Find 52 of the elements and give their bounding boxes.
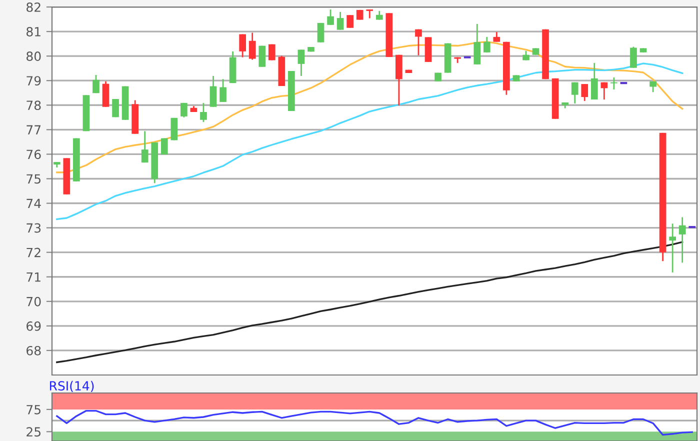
candlestick: [483, 36, 490, 54]
y-tick-label: 69: [26, 321, 41, 331]
candlestick: [239, 34, 246, 58]
candlestick: [112, 98, 119, 118]
candlestick: [258, 45, 266, 68]
candlestick: [669, 222, 676, 274]
y-tick-label: 79: [26, 76, 41, 86]
candlestick: [210, 75, 217, 108]
candlestick: [92, 74, 100, 94]
line-series: [56, 241, 684, 364]
candlestick: [346, 14, 354, 29]
candlestick: [336, 11, 344, 31]
candlestick: [600, 82, 608, 100]
y-tick-label: 71: [26, 272, 40, 282]
candlestick: [220, 78, 226, 103]
y-tick-label: 81: [26, 27, 40, 36]
chart-title: RSI(14): [50, 380, 94, 392]
candlestick: [200, 102, 207, 123]
line-series: [56, 41, 684, 174]
candlestick: [317, 22, 324, 44]
candlestick: [160, 138, 168, 156]
y-tick-label: 76: [26, 150, 41, 160]
candlestick: [590, 62, 598, 100]
y-tick-label: 72: [26, 248, 40, 258]
y-tick-label: 70: [26, 296, 41, 306]
candlestick: [366, 8, 374, 19]
y-tick-label: 25: [26, 427, 40, 437]
y-tick-label: 74: [26, 198, 41, 208]
line-series: [56, 62, 684, 220]
candlestick: [298, 48, 305, 77]
candlestick: [415, 28, 422, 56]
candlestick: [493, 31, 500, 43]
y-tick-label: 77: [26, 125, 41, 134]
line-series: [56, 410, 693, 436]
y-tick-label: 75: [26, 174, 40, 184]
candlestick: [581, 83, 588, 102]
candlestick: [102, 80, 110, 108]
candlestick: [327, 8, 334, 26]
candlestick: [474, 23, 481, 66]
candlestick: [180, 102, 188, 118]
y-tick-label: 82: [26, 2, 40, 12]
y-tick-label: 73: [26, 223, 41, 233]
y-tick-label: 78: [26, 100, 41, 110]
candlestick: [678, 216, 686, 264]
y-tick-label: 80: [26, 52, 41, 61]
candlestick: [571, 82, 578, 104]
candlestick: [141, 130, 148, 164]
candlestick: [610, 76, 618, 90]
candlestick: [248, 32, 256, 60]
y-tick-label: 68: [26, 346, 41, 356]
y-tick-label: 75: [26, 405, 40, 414]
candlestick: [630, 46, 637, 69]
